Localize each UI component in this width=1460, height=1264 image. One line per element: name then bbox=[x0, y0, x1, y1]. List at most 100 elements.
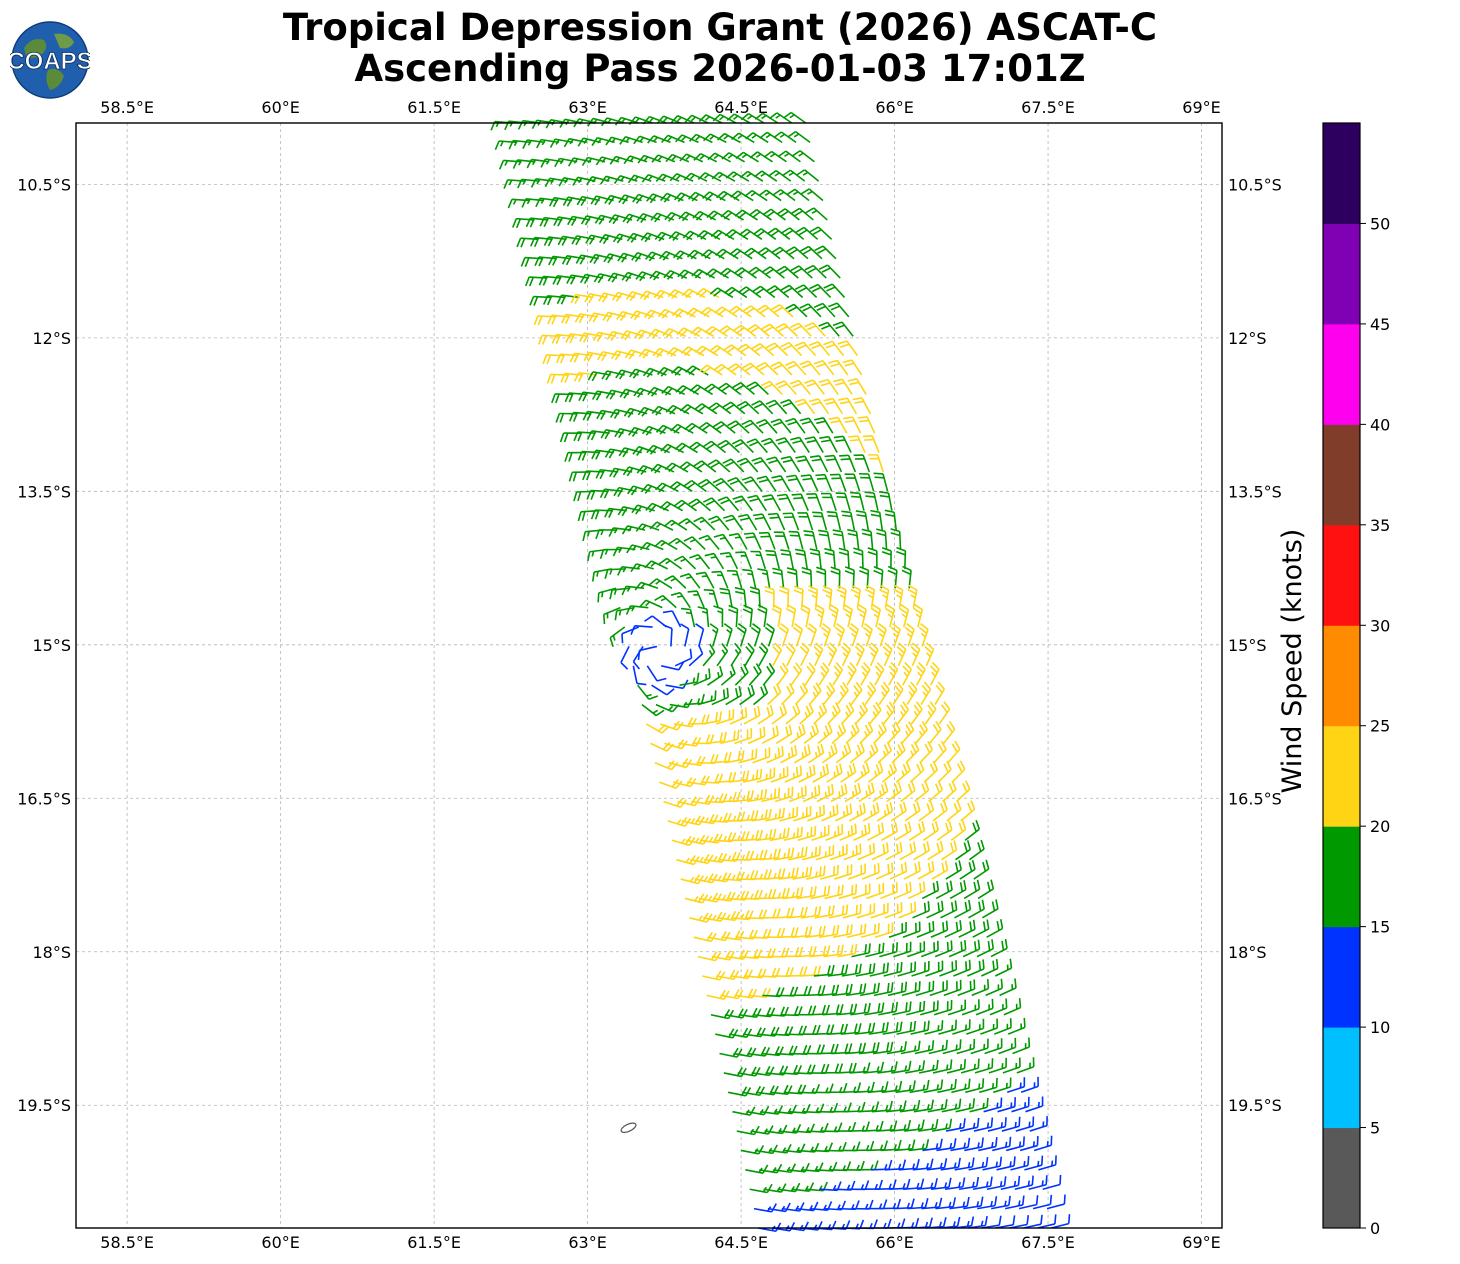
wind-barb bbox=[723, 514, 744, 531]
wind-barb bbox=[724, 1008, 748, 1019]
wind-barb bbox=[900, 781, 916, 803]
wind-barb bbox=[876, 801, 894, 822]
wind-barb bbox=[829, 844, 848, 861]
wind-barb bbox=[795, 226, 819, 240]
wind-barb bbox=[851, 943, 871, 958]
wind-barb bbox=[743, 705, 761, 725]
wind-barb bbox=[678, 518, 702, 531]
wind-barb bbox=[942, 720, 956, 744]
wind-barb bbox=[665, 153, 690, 163]
wind-barb bbox=[780, 284, 804, 299]
wind-barb bbox=[749, 1183, 773, 1194]
wind-barb bbox=[977, 1196, 998, 1210]
wind-barb bbox=[830, 566, 841, 589]
wind-barb bbox=[865, 1199, 888, 1210]
wind-barb bbox=[572, 176, 596, 186]
wind-barb bbox=[857, 1101, 880, 1113]
wind-barb bbox=[845, 1042, 867, 1055]
wind-barb bbox=[736, 623, 747, 647]
wind-barb bbox=[517, 119, 541, 130]
wind-barb bbox=[767, 1202, 791, 1213]
wind-barb bbox=[899, 841, 917, 861]
wind-barb bbox=[880, 1139, 902, 1152]
wind-barb bbox=[625, 605, 649, 615]
wind-barb bbox=[1009, 1215, 1030, 1229]
wind-barb bbox=[591, 568, 612, 582]
wind-barb bbox=[1024, 1155, 1044, 1171]
wind-barb bbox=[804, 662, 816, 686]
wind-barb bbox=[780, 682, 795, 706]
wind-barb bbox=[935, 1197, 957, 1210]
wind-barb bbox=[913, 1099, 934, 1113]
wind-barb bbox=[844, 782, 862, 803]
wind-barb bbox=[591, 390, 616, 401]
wind-barb bbox=[760, 787, 781, 803]
wind-barb bbox=[608, 527, 632, 537]
wind-barb bbox=[794, 341, 817, 357]
wind-barb bbox=[873, 565, 884, 589]
wind-barb bbox=[847, 1180, 870, 1191]
wind-barb bbox=[720, 989, 744, 1000]
wind-barb bbox=[815, 473, 833, 492]
colorbar: 0 5 10 15 20 25 30 35 40 45 50 bbox=[1322, 122, 1390, 1238]
wind-barb bbox=[828, 359, 849, 376]
wind-barb bbox=[1023, 1214, 1043, 1229]
wind-barb bbox=[1032, 1194, 1053, 1210]
wind-barb bbox=[752, 513, 772, 531]
wind-barb bbox=[674, 648, 693, 667]
wind-barb bbox=[911, 961, 930, 977]
wind-barb bbox=[947, 999, 967, 1016]
wind-barb bbox=[676, 855, 700, 866]
wind-barb bbox=[898, 603, 910, 628]
wind-barb bbox=[955, 1098, 976, 1113]
wind-barb bbox=[896, 1020, 917, 1035]
wind-barb bbox=[764, 868, 786, 880]
wind-barb bbox=[741, 362, 765, 376]
wind-barb bbox=[818, 378, 839, 395]
wind-barb bbox=[792, 623, 803, 647]
wind-barb bbox=[932, 1059, 953, 1074]
wind-barb bbox=[918, 800, 935, 822]
wind-barb bbox=[997, 1097, 1017, 1113]
wind-barb bbox=[859, 566, 870, 589]
wind-barb bbox=[734, 586, 747, 608]
wind-barb bbox=[678, 461, 703, 473]
wind-barb bbox=[873, 472, 889, 492]
wind-barb bbox=[901, 565, 912, 589]
wind-barb bbox=[847, 528, 860, 550]
map-gridlines bbox=[76, 123, 1222, 1228]
wind-barb bbox=[551, 333, 575, 345]
wind-barb bbox=[723, 811, 746, 822]
wind-barb bbox=[796, 169, 820, 182]
wind-barb bbox=[679, 153, 704, 163]
wind-barb bbox=[748, 663, 762, 686]
wind-barb bbox=[595, 468, 619, 480]
wind-barb bbox=[968, 1156, 989, 1171]
wind-barb bbox=[828, 904, 849, 919]
wind-barb bbox=[857, 843, 876, 861]
wind-barb bbox=[839, 454, 857, 473]
wind-barb bbox=[877, 741, 893, 764]
wind-barb bbox=[609, 587, 631, 600]
colorbar-bin bbox=[1323, 926, 1360, 1028]
wind-barb bbox=[956, 1038, 976, 1055]
lon-tick-label-bottom: 66°E bbox=[875, 1233, 913, 1252]
wind-barb bbox=[837, 943, 858, 958]
wind-barb bbox=[890, 528, 902, 550]
wind-barb bbox=[765, 399, 788, 415]
lon-tick-label-bottom: 61.5°E bbox=[407, 1233, 461, 1252]
wind-barb bbox=[945, 1118, 966, 1132]
wind-barb bbox=[823, 283, 846, 299]
wind-barb bbox=[804, 264, 827, 279]
wind-barb bbox=[913, 841, 930, 861]
wind-barb bbox=[750, 550, 767, 570]
lon-tick-label-bottom: 63°E bbox=[568, 1233, 606, 1252]
wind-barb bbox=[747, 726, 766, 745]
wind-barb bbox=[901, 721, 915, 744]
wind-barb bbox=[934, 681, 946, 705]
wind-barb bbox=[680, 623, 690, 647]
wind-barb bbox=[728, 604, 739, 628]
wind-barb bbox=[786, 188, 810, 202]
wind-barb bbox=[896, 642, 907, 667]
wind-barb bbox=[567, 157, 592, 167]
